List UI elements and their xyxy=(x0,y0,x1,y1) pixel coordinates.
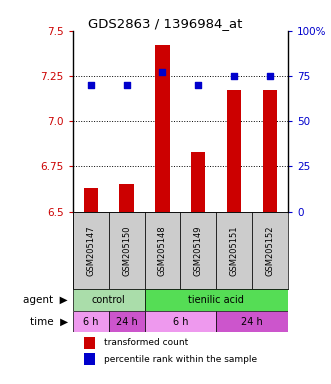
Text: agent  ▶: agent ▶ xyxy=(23,295,68,305)
Point xyxy=(88,82,93,88)
Bar xyxy=(73,289,145,311)
Text: 24 h: 24 h xyxy=(116,317,137,327)
Text: GSM205151: GSM205151 xyxy=(230,225,239,276)
Bar xyxy=(73,311,109,333)
Point xyxy=(160,69,165,75)
Bar xyxy=(84,337,95,349)
Point xyxy=(124,82,129,88)
Text: GSM205150: GSM205150 xyxy=(122,225,131,276)
Text: tienilic acid: tienilic acid xyxy=(188,295,244,305)
Text: 6 h: 6 h xyxy=(173,317,188,327)
Bar xyxy=(84,353,95,365)
Point xyxy=(196,82,201,88)
Bar xyxy=(252,212,288,289)
Bar xyxy=(191,152,206,212)
Bar xyxy=(180,212,216,289)
Bar xyxy=(216,311,288,333)
Point xyxy=(231,73,237,79)
Bar xyxy=(216,212,252,289)
Bar xyxy=(73,212,109,289)
Text: 24 h: 24 h xyxy=(241,317,263,327)
Bar xyxy=(109,212,145,289)
Bar xyxy=(145,311,216,333)
Text: GSM205149: GSM205149 xyxy=(194,225,203,276)
Bar xyxy=(155,45,169,212)
Bar xyxy=(145,212,180,289)
Text: GSM205148: GSM205148 xyxy=(158,225,167,276)
Text: 6 h: 6 h xyxy=(83,317,99,327)
Bar xyxy=(145,289,288,311)
Text: GDS2863 / 1396984_at: GDS2863 / 1396984_at xyxy=(88,17,243,30)
Text: control: control xyxy=(92,295,125,305)
Bar xyxy=(263,90,277,212)
Text: GSM205152: GSM205152 xyxy=(265,225,274,276)
Bar xyxy=(227,90,241,212)
Text: percentile rank within the sample: percentile rank within the sample xyxy=(104,355,257,364)
Text: time  ▶: time ▶ xyxy=(30,317,68,327)
Bar xyxy=(109,311,145,333)
Text: transformed count: transformed count xyxy=(104,338,188,347)
Bar xyxy=(83,188,98,212)
Bar xyxy=(119,184,134,212)
Text: GSM205147: GSM205147 xyxy=(86,225,95,276)
Point xyxy=(267,73,273,79)
